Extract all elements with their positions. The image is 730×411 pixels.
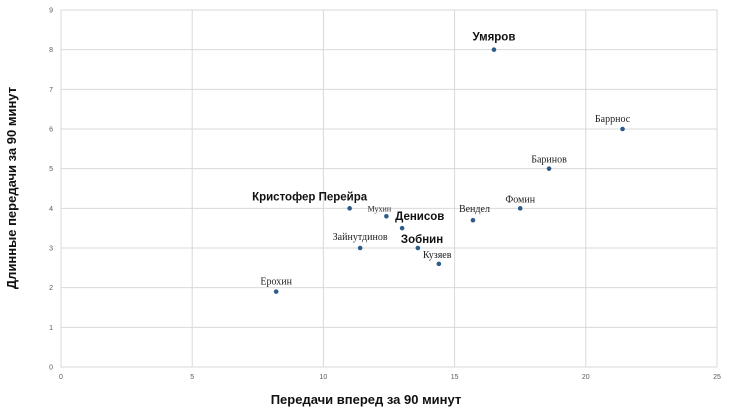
data-point (347, 206, 352, 211)
plot-area (60, 9, 718, 368)
point-label: Вендел (459, 204, 490, 215)
point-labels: Умяров Баррнос Баринов Фомин Вендел Кристофер… (252, 32, 631, 288)
point-label: Баринов (531, 155, 567, 166)
point-label: Денисов (395, 211, 444, 223)
x-tick-labels: 0 5 10 15 20 25 (59, 374, 721, 381)
y-tick-label: 0 (49, 365, 53, 372)
y-tick-label: 9 (49, 8, 53, 15)
y-axis-title: Длинные передачи за 90 минут (4, 87, 19, 289)
x-tick-label: 5 (190, 374, 194, 381)
data-point (357, 245, 363, 251)
data-point (470, 217, 476, 223)
point-label: Зобнин (401, 234, 443, 246)
data-point (546, 166, 552, 171)
data-point (384, 213, 389, 219)
point-label: Кристофер Перейра (252, 191, 368, 203)
data-point (273, 289, 279, 294)
y-tick-label: 7 (49, 87, 53, 94)
point-label: Ерохин (260, 277, 292, 288)
x-tick-label: 15 (451, 374, 459, 381)
data-point (491, 47, 497, 52)
x-axis-title: Передачи вперед за 90 минут (271, 392, 462, 407)
grid-lines (60, 9, 718, 368)
y-tick-label: 2 (49, 285, 53, 292)
x-tick-label: 10 (320, 374, 328, 381)
x-tick-label: 20 (582, 374, 590, 381)
data-point (399, 225, 405, 231)
data-point (436, 261, 442, 267)
y-tick-label: 1 (49, 325, 53, 332)
y-tick-labels: 0 1 2 3 4 5 6 7 8 9 (49, 8, 53, 372)
point-label: Умяров (472, 32, 515, 44)
data-point (415, 245, 421, 251)
point-label: Зайнутдинов (333, 232, 388, 243)
data-points (273, 47, 625, 294)
data-point (517, 206, 523, 211)
data-point (620, 126, 625, 132)
y-tick-label: 3 (49, 246, 53, 253)
point-label: Фомин (505, 194, 535, 205)
y-tick-label: 6 (49, 127, 53, 134)
y-tick-label: 4 (49, 206, 53, 213)
y-tick-label: 8 (49, 47, 53, 54)
y-tick-label: 5 (49, 166, 53, 173)
point-label: Мухин (368, 204, 392, 213)
point-label: Баррнос (595, 114, 631, 125)
x-tick-label: 25 (713, 374, 721, 381)
x-tick-label: 0 (59, 374, 63, 381)
point-label: Кузяев (423, 250, 452, 261)
